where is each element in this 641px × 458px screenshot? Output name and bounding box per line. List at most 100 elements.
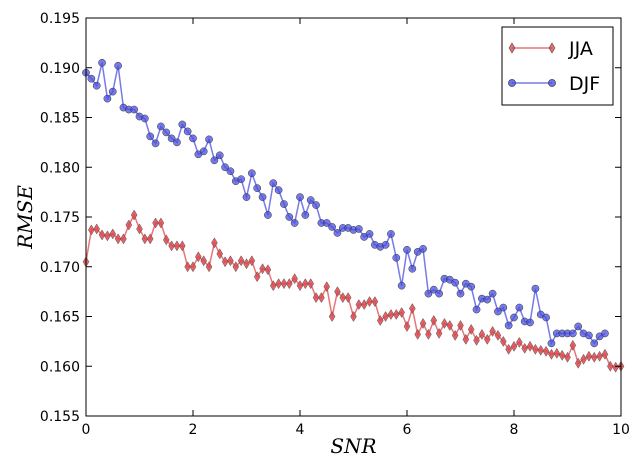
data-point-jja bbox=[537, 344, 545, 356]
data-point-djf bbox=[274, 186, 283, 194]
data-point-jja bbox=[521, 342, 528, 354]
data-point-jja bbox=[280, 278, 288, 290]
data-point-djf bbox=[98, 58, 106, 67]
data-point-jja bbox=[291, 273, 298, 285]
data-point-jja bbox=[360, 299, 368, 311]
data-point-djf bbox=[205, 135, 213, 144]
data-point-djf bbox=[242, 193, 251, 201]
data-point-jja bbox=[596, 350, 603, 362]
legend-label-djf: DJF bbox=[569, 73, 600, 95]
data-point-djf bbox=[472, 305, 481, 314]
data-point-jja bbox=[435, 327, 443, 339]
data-point-jja bbox=[371, 296, 379, 308]
data-point-djf bbox=[397, 281, 406, 290]
y-tick-label: 0.175 bbox=[40, 210, 80, 226]
data-point-djf bbox=[141, 114, 149, 123]
data-point-jja bbox=[195, 251, 202, 263]
data-point-jja bbox=[269, 280, 277, 292]
data-point-djf bbox=[467, 282, 476, 291]
data-point-jja bbox=[553, 347, 561, 359]
data-point-jja bbox=[483, 333, 491, 345]
data-point-jja bbox=[457, 319, 464, 331]
data-point-djf bbox=[499, 303, 508, 312]
data-point-djf bbox=[167, 134, 176, 143]
data-point-djf bbox=[151, 139, 160, 148]
data-point-jja bbox=[189, 261, 197, 273]
data-point-jja bbox=[467, 323, 475, 335]
data-point-jja bbox=[601, 348, 609, 360]
data-point-djf bbox=[451, 278, 459, 287]
data-point-jja bbox=[516, 336, 523, 348]
data-point-jja bbox=[216, 248, 224, 260]
data-point-jja bbox=[446, 319, 454, 331]
data-point-jja bbox=[264, 264, 272, 276]
data-point-djf bbox=[183, 127, 192, 136]
data-point-jja bbox=[409, 303, 416, 315]
data-point-jja bbox=[243, 258, 250, 270]
data-point-djf bbox=[248, 169, 256, 178]
y-tick-label: 0.185 bbox=[40, 111, 80, 127]
data-point-jja bbox=[403, 320, 411, 332]
data-point-jja bbox=[387, 309, 395, 320]
legend-marker-jja-end bbox=[548, 42, 556, 54]
data-point-djf bbox=[590, 339, 599, 348]
y-tick-label: 0.195 bbox=[40, 11, 80, 27]
data-point-jja bbox=[88, 224, 95, 236]
data-point-djf bbox=[494, 307, 502, 316]
data-point-djf bbox=[306, 196, 315, 204]
data-point-jja bbox=[296, 280, 304, 292]
legend: JJA DJF bbox=[501, 26, 614, 106]
y-tick-label: 0.155 bbox=[40, 409, 80, 425]
data-point-jja bbox=[569, 339, 577, 351]
data-point-jja bbox=[558, 349, 566, 361]
data-point-djf bbox=[542, 313, 550, 322]
x-tick-label: 2 bbox=[189, 422, 198, 438]
data-point-djf bbox=[173, 138, 181, 147]
data-point-jja bbox=[612, 361, 619, 373]
data-point-djf bbox=[531, 284, 540, 293]
data-point-djf bbox=[237, 175, 245, 184]
x-axis-title: SNR bbox=[330, 434, 376, 458]
data-point-jja bbox=[227, 255, 234, 267]
data-point-jja bbox=[104, 230, 111, 242]
y-tick-label: 0.180 bbox=[40, 160, 80, 176]
legend-marker-djf-end bbox=[548, 79, 556, 87]
data-point-jja bbox=[211, 237, 218, 249]
y-tick-label: 0.165 bbox=[40, 310, 80, 326]
data-point-jja bbox=[451, 329, 459, 341]
legend-label-jja: JJA bbox=[568, 38, 593, 60]
data-point-jja bbox=[473, 334, 480, 346]
y-axis-title: RMSE bbox=[13, 185, 37, 250]
data-point-djf bbox=[162, 128, 171, 137]
legend-marker-djf bbox=[508, 79, 516, 87]
data-point-jja bbox=[526, 340, 534, 352]
data-point-djf bbox=[301, 211, 310, 219]
data-point-jja bbox=[500, 335, 507, 347]
data-point-djf bbox=[504, 321, 513, 330]
data-point-jja bbox=[98, 229, 106, 241]
data-point-djf bbox=[403, 245, 411, 254]
data-point-djf bbox=[585, 331, 593, 340]
x-tick-label: 6 bbox=[403, 422, 412, 438]
y-tick-label: 0.170 bbox=[40, 260, 80, 276]
data-point-djf bbox=[103, 94, 112, 103]
data-point-djf bbox=[253, 184, 262, 192]
data-point-djf bbox=[178, 120, 187, 129]
data-point-djf bbox=[381, 241, 390, 249]
data-point-jja bbox=[376, 314, 384, 326]
data-point-jja bbox=[302, 278, 309, 290]
legend-marker-jja bbox=[508, 42, 516, 54]
data-point-jja bbox=[478, 328, 486, 340]
data-point-jja bbox=[489, 325, 496, 337]
data-point-djf bbox=[269, 179, 278, 188]
data-point-jja bbox=[414, 328, 421, 340]
data-point-djf bbox=[526, 318, 534, 327]
data-point-jja bbox=[93, 223, 100, 235]
data-point-jja bbox=[114, 233, 122, 245]
data-point-jja bbox=[590, 351, 598, 363]
data-point-jja bbox=[334, 286, 341, 298]
data-point-jja bbox=[430, 314, 438, 326]
data-point-jja bbox=[141, 233, 149, 245]
data-point-djf bbox=[424, 289, 433, 298]
data-point-jja bbox=[328, 311, 336, 322]
